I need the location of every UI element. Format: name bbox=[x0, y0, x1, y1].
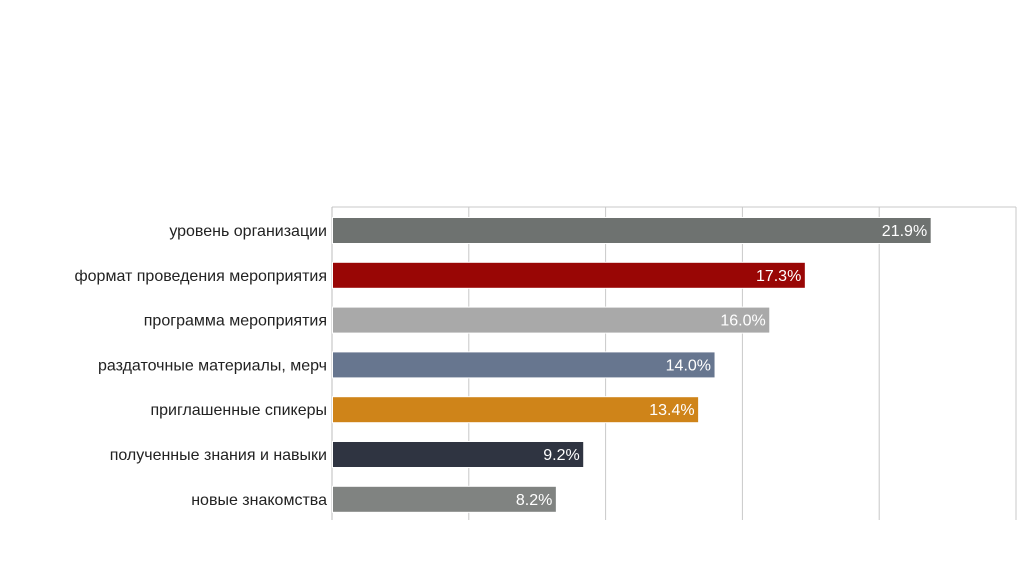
bar-4 bbox=[332, 396, 700, 424]
data-label-3: 14.0% bbox=[666, 357, 711, 374]
category-label-6: новые знакомства bbox=[191, 492, 327, 509]
category-label-2: программа мероприятия bbox=[144, 313, 327, 330]
data-label-5: 9.2% bbox=[543, 447, 579, 464]
category-label-3: раздаточные материалы, мерч bbox=[98, 357, 327, 374]
category-label-0: уровень организации bbox=[169, 223, 327, 240]
category-label-5: полученные знания и навыки bbox=[110, 447, 327, 464]
category-labels: уровень организации формат проведения мер… bbox=[74, 223, 327, 509]
bar-1 bbox=[332, 261, 806, 289]
bar-5 bbox=[332, 441, 585, 468]
data-labels: 21.9% 17.3% 16.0% 14.0% 13.4% 9.2% 8.2% bbox=[516, 223, 927, 509]
category-label-4: приглашенные спикеры bbox=[150, 402, 327, 419]
bar-0 bbox=[332, 217, 932, 244]
data-label-2: 16.0% bbox=[720, 313, 765, 330]
grid-lines bbox=[331, 206, 1017, 520]
data-label-4: 13.4% bbox=[649, 402, 694, 419]
bar-6 bbox=[332, 485, 557, 513]
data-label-6: 8.2% bbox=[516, 492, 552, 509]
data-label-1: 17.3% bbox=[756, 268, 801, 285]
data-label-0: 21.9% bbox=[882, 223, 927, 240]
category-label-1: формат проведения мероприятия bbox=[74, 268, 327, 285]
bar-3 bbox=[332, 351, 716, 379]
bars bbox=[332, 217, 932, 513]
bar-2 bbox=[332, 306, 771, 334]
